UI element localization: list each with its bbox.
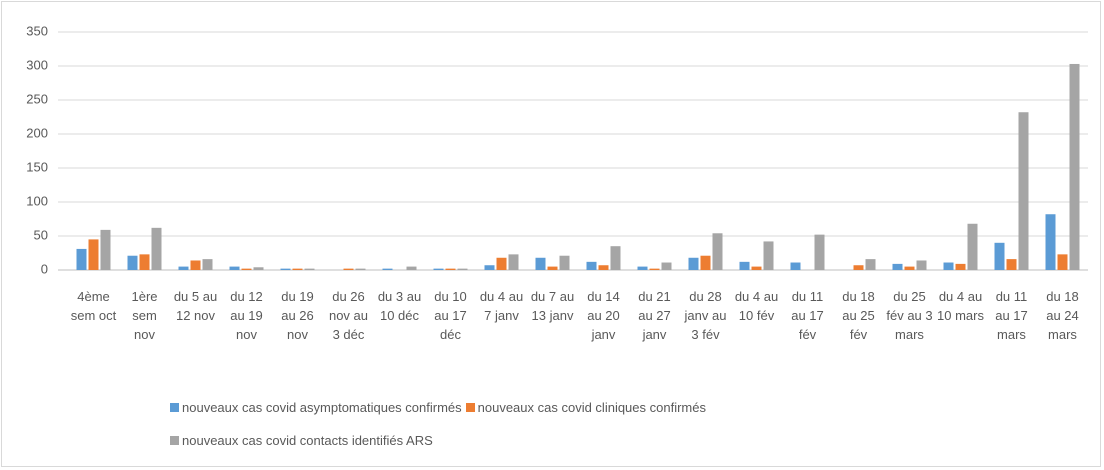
bar xyxy=(304,268,315,270)
bar xyxy=(76,248,87,270)
bar xyxy=(1018,112,1029,271)
legend: nouveaux cas covid asymptomatiques confi… xyxy=(170,400,910,448)
bar xyxy=(445,268,456,270)
bar xyxy=(994,242,1005,270)
bar xyxy=(547,266,558,270)
bar xyxy=(661,262,672,270)
bar xyxy=(535,257,546,270)
bar xyxy=(955,263,966,270)
bar xyxy=(739,261,750,270)
x-tick-label: du 18 au 25 fév xyxy=(842,289,875,342)
x-tick-label: du 4 au 7 janv xyxy=(479,289,524,323)
bar xyxy=(1045,214,1056,270)
bar xyxy=(943,262,954,270)
x-tick-label: du 11 au 17 mars xyxy=(995,289,1028,342)
legend-item: nouveaux cas covid contacts identifiés A… xyxy=(170,433,433,448)
x-tick-label: du 11 au 17 fév xyxy=(791,289,824,342)
bar xyxy=(814,234,825,270)
bar xyxy=(151,227,162,270)
bar xyxy=(559,255,570,270)
bar xyxy=(688,257,699,270)
legend-swatch xyxy=(170,436,179,445)
legend-item: nouveaux cas covid asymptomatiques confi… xyxy=(170,400,462,415)
x-tick-label: 4ème sem oct xyxy=(70,289,117,323)
x-tick-label: du 5 au 12 nov xyxy=(173,289,218,323)
x-tick-label: du 12 au 19 nov xyxy=(230,289,263,342)
bar xyxy=(457,268,468,270)
legend-label: nouveaux cas covid cliniques confirmés xyxy=(477,400,706,415)
bar xyxy=(178,266,189,270)
bar xyxy=(241,268,252,270)
bar xyxy=(610,246,621,270)
bar xyxy=(586,261,597,270)
x-tick-label: du 3 au 10 déc xyxy=(377,289,422,323)
bar xyxy=(88,239,99,270)
legend-swatch xyxy=(170,403,179,412)
x-tick-label: 1ère sem nov xyxy=(131,289,158,342)
bar xyxy=(100,229,111,270)
bar xyxy=(892,263,903,270)
bar xyxy=(763,241,774,270)
bar xyxy=(292,268,303,270)
bar xyxy=(700,255,711,270)
legend-item: nouveaux cas covid cliniques confirmés xyxy=(465,400,706,415)
bar xyxy=(853,265,864,270)
bar xyxy=(190,260,201,270)
x-tick-label: du 19 au 26 nov xyxy=(281,289,314,342)
x-tick-label: du 7 au 13 janv xyxy=(530,289,575,323)
y-tick-label: 150 xyxy=(26,159,48,174)
bar xyxy=(229,266,240,270)
bar xyxy=(904,266,915,270)
legend-label: nouveaux cas covid asymptomatiques confi… xyxy=(182,400,462,415)
x-tick-label: du 28 janv au 3 fév xyxy=(684,289,727,342)
bar xyxy=(637,266,648,270)
x-tick-label: du 4 au 10 mars xyxy=(937,289,984,323)
bar xyxy=(967,223,978,270)
legend-swatch xyxy=(465,403,475,412)
bar xyxy=(1006,259,1017,270)
bar xyxy=(1069,63,1080,271)
x-tick-label: du 26 nov au 3 déc xyxy=(328,289,369,342)
bar xyxy=(1057,254,1068,270)
bar xyxy=(382,268,393,270)
bar xyxy=(916,260,927,270)
y-tick-label: 350 xyxy=(26,23,48,38)
x-tick-label: du 4 au 10 fév xyxy=(734,289,779,323)
bar xyxy=(712,233,723,270)
y-tick-label: 200 xyxy=(26,125,48,140)
bar xyxy=(790,262,801,270)
bar xyxy=(751,266,762,270)
bar xyxy=(406,266,417,270)
y-tick-label: 250 xyxy=(26,91,48,106)
bar xyxy=(496,257,507,270)
bar xyxy=(280,268,291,270)
x-tick-label: du 25 fév au 3 mars xyxy=(886,289,933,342)
x-tick-label: du 10 au 17 déc xyxy=(434,289,467,342)
bar xyxy=(598,265,609,270)
bar xyxy=(253,267,264,270)
x-tick-label: du 21 au 27 janv xyxy=(638,289,671,342)
bar xyxy=(649,268,660,270)
bar xyxy=(343,268,354,270)
x-tick-label: du 14 au 20 janv xyxy=(587,289,620,342)
bar xyxy=(484,265,495,270)
y-tick-label: 50 xyxy=(34,227,48,242)
bar xyxy=(433,268,444,270)
legend-label: nouveaux cas covid contacts identifiés A… xyxy=(182,433,433,448)
y-tick-label: 100 xyxy=(26,193,48,208)
bar xyxy=(355,268,366,270)
x-tick-label: du 18 au 24 mars xyxy=(1046,289,1079,342)
bar xyxy=(508,254,519,270)
bar xyxy=(139,254,150,270)
y-tick-label: 0 xyxy=(41,261,48,276)
bar xyxy=(202,259,213,270)
bar xyxy=(127,255,138,270)
bar xyxy=(865,259,876,270)
y-tick-label: 300 xyxy=(26,57,48,72)
